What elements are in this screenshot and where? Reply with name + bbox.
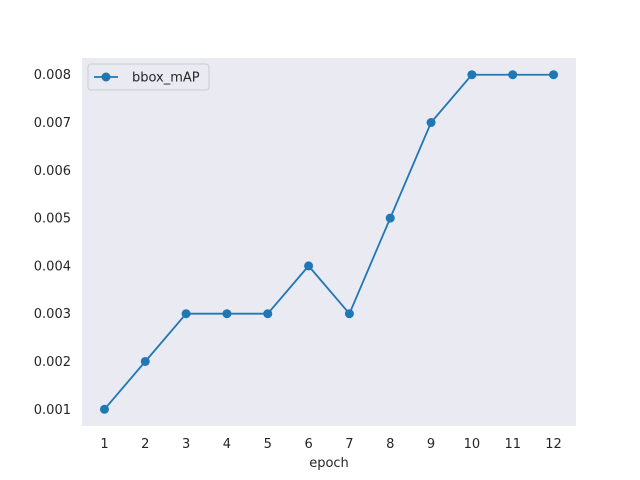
x-axis-label: epoch [309,456,349,471]
y-tick-label: 0.003 [34,307,71,322]
x-axis-ticks: 1 2 3 4 5 6 7 8 9 10 11 12 [100,437,562,452]
data-point [508,70,518,80]
legend-marker-swatch [101,72,111,82]
legend: bbox_mAP [87,63,210,91]
y-tick-label: 0.001 [34,403,71,418]
x-tick-label: 10 [464,437,481,452]
x-tick-label: 3 [182,437,190,452]
data-point [304,261,314,271]
legend-label: bbox_mAP [132,71,200,86]
data-point [140,356,150,366]
x-tick-label: 1 [100,437,108,452]
data-point [426,118,436,128]
y-tick-label: 0.005 [34,212,71,227]
x-tick-label: 8 [386,437,394,452]
x-tick-label: 12 [545,437,562,452]
x-tick-label: 4 [223,437,231,452]
y-tick-label: 0.002 [34,355,71,370]
data-point [385,213,395,223]
y-tick-label: 0.006 [34,164,71,179]
x-tick-label: 11 [504,437,521,452]
x-tick-label: 6 [304,437,312,452]
data-point [344,309,354,319]
plot-area [82,58,576,426]
x-tick-label: 7 [345,437,353,452]
data-point [467,70,477,80]
series-line [103,73,554,410]
y-tick-label: 0.004 [34,259,71,274]
y-tick-label: 0.008 [34,68,71,83]
data-point [549,70,559,80]
data-point [222,309,232,319]
x-tick-label: 9 [427,437,435,452]
x-tick-label: 2 [141,437,149,452]
data-point [99,404,109,414]
y-tick-label: 0.007 [34,116,71,131]
data-point [181,309,191,319]
x-tick-label: 5 [264,437,272,452]
series-layer [99,70,559,414]
data-point [263,309,273,319]
y-axis-ticks: 0.001 0.002 0.003 0.004 0.005 0.006 0.007 0.008 [34,68,71,418]
legend-box [87,63,210,91]
